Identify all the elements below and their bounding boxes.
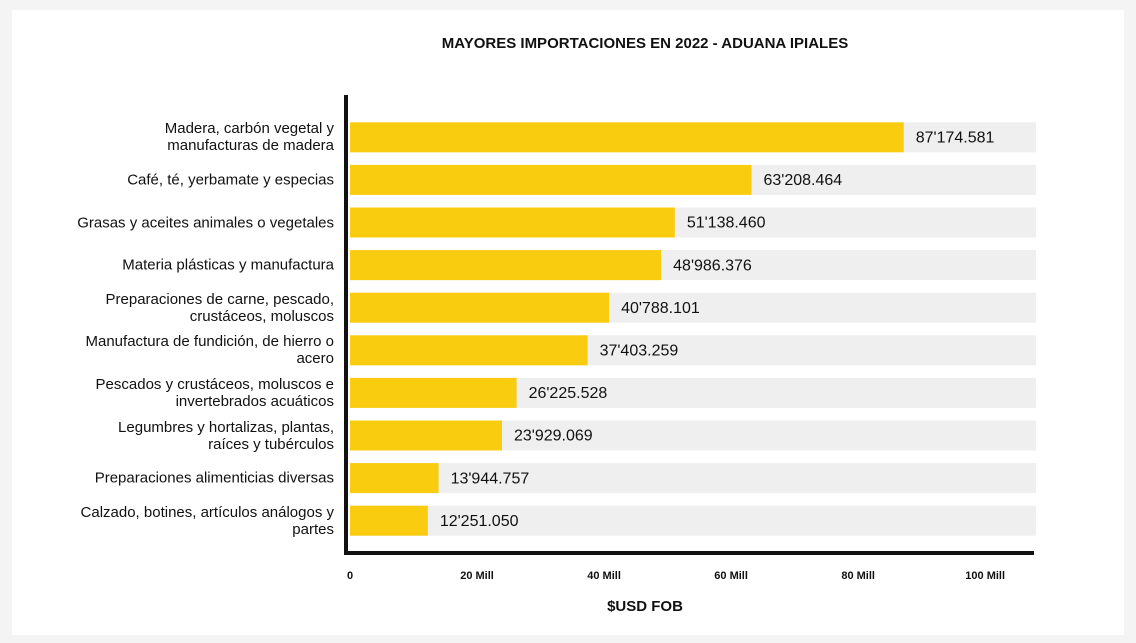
bar: [350, 377, 517, 408]
x-tick-label: 0: [347, 570, 353, 582]
value-label: 12'251.050: [440, 513, 519, 530]
value-label: 26'225.528: [529, 385, 608, 402]
x-tick-label: 60 Mill: [714, 570, 748, 582]
bar: [350, 292, 610, 323]
chart-title: MAYORES IMPORTACIONES EN 2022 - ADUANA I…: [442, 35, 848, 52]
x-axis-label: $USD FOB: [607, 598, 683, 615]
value-label: 23'929.069: [514, 428, 593, 445]
category-label: Madera, carbón vegetal y manufacturas de…: [164, 120, 334, 155]
value-label: 63'208.464: [763, 172, 842, 189]
category-label: Manufactura de fundición, de hierro o ac…: [85, 333, 335, 368]
category-label: Café, té, yerbamate y especias: [127, 171, 334, 189]
category-label: Calzado, botines, artículos análogos y p…: [80, 503, 334, 538]
category-label: Materia plásticas y manufactura: [122, 256, 334, 274]
x-tick-label: 40 Mill: [587, 570, 621, 582]
bar: [350, 164, 752, 195]
x-tick-label: 80 Mill: [841, 570, 875, 582]
bar: [350, 207, 675, 238]
category-label: Legumbres y hortalizas, plantas, raíces …: [118, 418, 334, 453]
bar: [350, 463, 439, 494]
category-label: Grasas y aceites animales o vegetales: [77, 214, 334, 231]
bar: [350, 335, 588, 366]
value-label: 87'174.581: [916, 130, 995, 147]
bar-track: [350, 505, 1036, 536]
bar: [350, 122, 904, 153]
value-label: 37'403.259: [600, 343, 679, 360]
x-tick-label: 100 Mill: [965, 570, 1005, 582]
bar-track: [350, 463, 1036, 494]
category-label: Preparaciones alimenticias diversas: [94, 469, 334, 487]
value-label: 51'138.460: [687, 215, 766, 232]
x-tick-label: 20 Mill: [460, 570, 494, 582]
bar: [350, 250, 662, 281]
value-label: 13'944.757: [451, 470, 530, 487]
bar: [350, 505, 428, 536]
value-label: 40'788.101: [621, 300, 700, 317]
value-label: 48'986.376: [673, 257, 752, 274]
category-label: Pescados y crustáceos, moluscos e invert…: [95, 375, 334, 410]
bar: [350, 420, 502, 451]
category-label: Preparaciones de carne, pescado, crustác…: [105, 290, 334, 325]
